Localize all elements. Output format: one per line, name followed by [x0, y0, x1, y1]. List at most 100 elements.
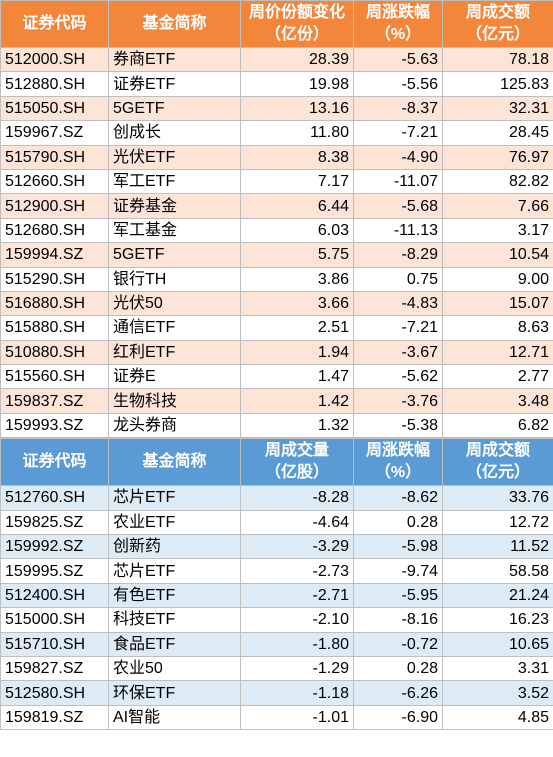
header-cell: 周成交额 （亿元）: [442, 0, 553, 48]
number-cell: -8.16: [353, 607, 443, 633]
number-cell: 0.28: [353, 655, 443, 682]
number-cell: -5.98: [353, 534, 443, 560]
text-cell: 有色ETF: [108, 582, 241, 609]
text-cell: 光伏50: [108, 290, 241, 317]
data-row: 515710.SH 食品ETF -1.80 -0.72 10.65: [0, 631, 553, 657]
number-cell: 9.00: [442, 266, 553, 292]
header-cell: 周成交额 （亿元）: [442, 438, 553, 487]
text-cell: 科技ETF: [108, 607, 241, 633]
data-row: 512000.SH 券商ETF 28.39 -5.63 78.18: [0, 46, 553, 73]
text-cell: 512880.SH: [0, 71, 109, 97]
text-cell: 龙头券商: [108, 412, 241, 439]
number-cell: -6.26: [353, 680, 443, 706]
number-cell: 4.85: [442, 704, 553, 731]
text-cell: 515290.SH: [0, 266, 109, 292]
data-row: 515790.SH 光伏ETF 8.38 -4.90 76.97: [0, 144, 553, 170]
text-cell: 512580.SH: [0, 680, 109, 706]
number-cell: -3.67: [353, 339, 443, 366]
number-cell: 78.18: [442, 46, 553, 73]
data-row: 510880.SH 红利ETF 1.94 -3.67 12.71: [0, 339, 553, 366]
number-cell: -8.29: [353, 242, 443, 268]
number-cell: -5.63: [353, 46, 443, 73]
header-line: （%）: [374, 26, 422, 43]
data-row: 515000.SH 科技ETF -2.10 -8.16 16.23: [0, 607, 553, 633]
number-cell: 1.47: [240, 364, 354, 390]
number-cell: -0.72: [353, 631, 443, 657]
text-cell: 农业ETF: [108, 509, 241, 536]
number-cell: 12.72: [442, 509, 553, 536]
number-cell: 58.58: [442, 558, 553, 584]
number-cell: 8.38: [240, 144, 354, 170]
text-cell: 159993.SZ: [0, 412, 109, 439]
header-line: 周成交额: [465, 442, 530, 460]
text-cell: 红利ETF: [108, 339, 241, 366]
text-cell: AI智能: [108, 704, 241, 731]
number-cell: 16.23: [442, 607, 553, 633]
text-cell: 515560.SH: [0, 364, 109, 390]
number-cell: -2.71: [240, 582, 354, 609]
header-line: （亿股）: [264, 464, 329, 482]
number-cell: -3.29: [240, 534, 354, 560]
number-cell: -4.90: [353, 144, 443, 170]
number-cell: -1.18: [240, 680, 354, 706]
number-cell: -1.01: [240, 704, 354, 731]
number-cell: -1.29: [240, 655, 354, 682]
text-cell: 证券E: [108, 364, 241, 390]
text-cell: 创成长: [108, 120, 241, 146]
text-cell: 证券基金: [108, 193, 241, 219]
text-cell: 农业50: [108, 655, 241, 682]
data-row: 159825.SZ 农业ETF -4.64 0.28 12.72: [0, 509, 553, 536]
number-cell: 15.07: [442, 290, 553, 317]
header-line: 周成交量: [264, 442, 329, 460]
number-cell: 3.86: [240, 266, 354, 292]
text-cell: 159992.SZ: [0, 534, 109, 560]
number-cell: -11.07: [353, 168, 443, 195]
data-row: 512760.SH 芯片ETF -8.28 -8.62 33.76: [0, 485, 553, 511]
data-table: 证券代码 基金简称 周成交量 （亿股） 周涨跌幅 （%） 周成交额 （亿元） 512760.SH…: [0, 438, 553, 731]
number-cell: 28.45: [442, 120, 553, 146]
number-cell: -7.21: [353, 315, 443, 341]
data-table: 证券代码 基金简称 周价份额变化 （亿份） 周涨跌幅 （%） 周成交额 （亿元） 512000.…: [0, 0, 553, 439]
number-cell: 3.66: [240, 290, 354, 317]
number-cell: -5.95: [353, 582, 443, 609]
number-cell: -9.74: [353, 558, 443, 584]
number-cell: 7.17: [240, 168, 354, 195]
text-cell: 510880.SH: [0, 339, 109, 366]
number-cell: -8.37: [353, 95, 443, 122]
header-cell: 基金简称: [108, 0, 241, 48]
text-cell: 515000.SH: [0, 607, 109, 633]
header-line: （亿份）: [264, 26, 329, 43]
data-row: 512660.SH 军工ETF 7.17 -11.07 82.82: [0, 168, 553, 195]
number-cell: -5.68: [353, 193, 443, 219]
header-cell: 周涨跌幅 （%）: [353, 0, 443, 48]
text-cell: 159967.SZ: [0, 120, 109, 146]
header-line: （%）: [374, 464, 422, 482]
number-cell: -11.13: [353, 217, 443, 244]
number-cell: 1.32: [240, 412, 354, 439]
data-row: 159827.SZ 农业50 -1.29 0.28 3.31: [0, 655, 553, 682]
text-cell: 515710.SH: [0, 631, 109, 657]
number-cell: -8.28: [240, 485, 354, 511]
text-cell: 159825.SZ: [0, 509, 109, 536]
text-cell: 515790.SH: [0, 144, 109, 170]
data-row: 512580.SH 环保ETF -1.18 -6.26 3.52: [0, 680, 553, 706]
number-cell: 3.48: [442, 388, 553, 414]
text-cell: 环保ETF: [108, 680, 241, 706]
text-cell: 光伏ETF: [108, 144, 241, 170]
data-row: 515880.SH 通信ETF 2.51 -7.21 8.63: [0, 315, 553, 341]
number-cell: 3.31: [442, 655, 553, 682]
text-cell: 芯片ETF: [108, 485, 241, 511]
header-line: 周涨跌幅: [365, 442, 430, 460]
text-cell: 516880.SH: [0, 290, 109, 317]
text-cell: 515880.SH: [0, 315, 109, 341]
text-cell: 159827.SZ: [0, 655, 109, 682]
data-row: 159837.SZ 生物科技 1.42 -3.76 3.48: [0, 388, 553, 414]
text-cell: 512680.SH: [0, 217, 109, 244]
text-cell: 159994.SZ: [0, 242, 109, 268]
data-row: 515050.SH 5GETF 13.16 -8.37 32.31: [0, 95, 553, 122]
number-cell: 6.82: [442, 412, 553, 439]
text-cell: 军工ETF: [108, 168, 241, 195]
text-cell: 银行TH: [108, 266, 241, 292]
number-cell: 3.52: [442, 680, 553, 706]
